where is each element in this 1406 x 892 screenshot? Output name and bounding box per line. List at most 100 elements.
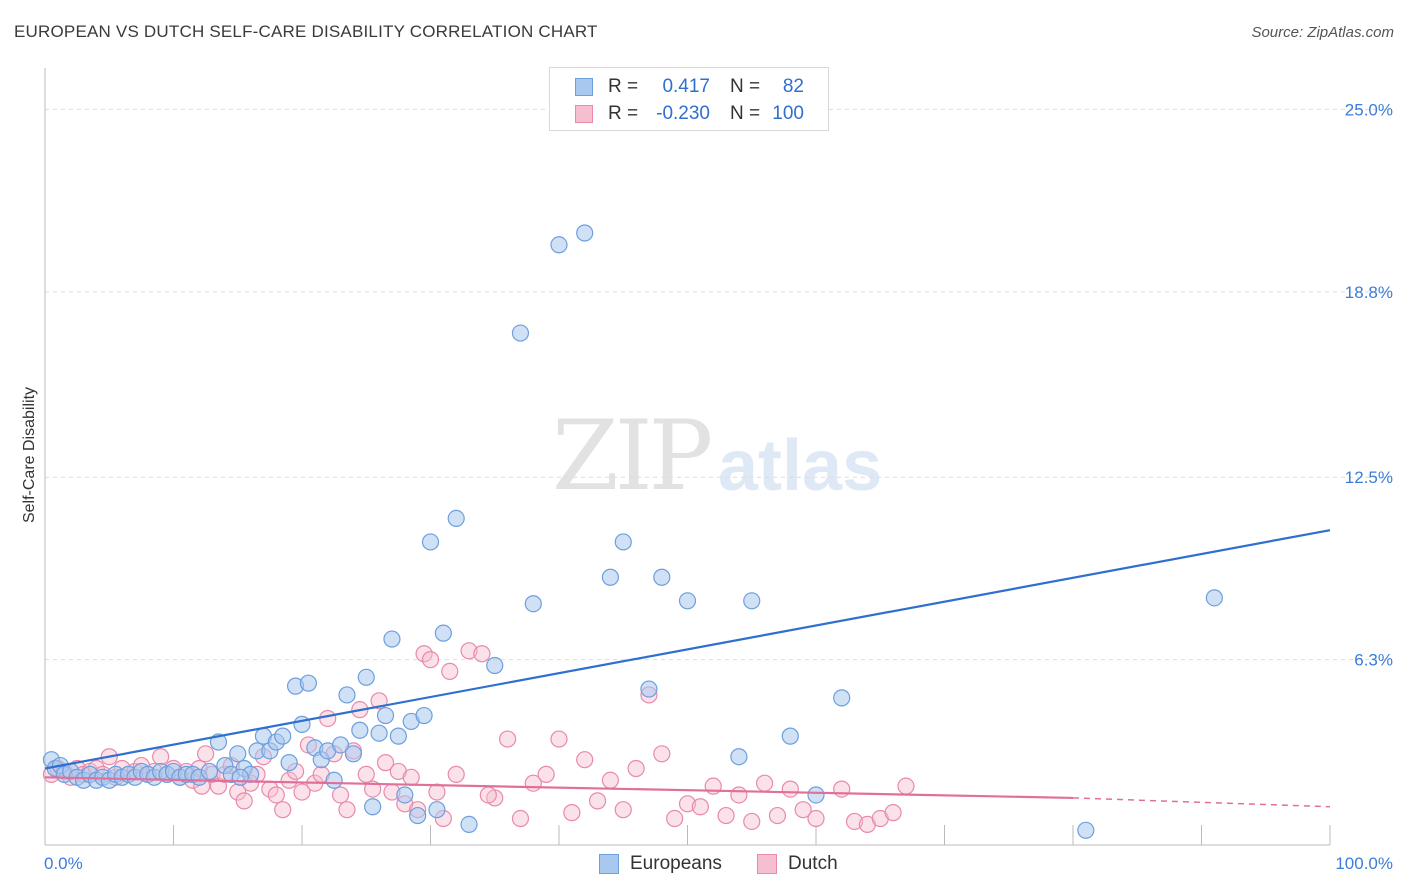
dutch-point (447, 765, 465, 783)
europeans-point (421, 533, 440, 551)
dutch-point (833, 780, 851, 798)
europeans-point (640, 680, 658, 698)
europeans-point (274, 727, 292, 745)
dutch-point (441, 662, 459, 681)
dutch-point (376, 754, 395, 772)
europeans-legend-swatch (599, 854, 619, 874)
dutch-point (614, 801, 632, 819)
r-value: -0.230 (656, 103, 710, 124)
n-value: 82 (782, 76, 804, 97)
watermark-zip: ZIP (552, 400, 713, 512)
dutch-point (402, 768, 420, 786)
europeans-point (550, 236, 568, 254)
europeans-point (428, 801, 446, 819)
r-label: R = (608, 103, 639, 124)
dutch-point (794, 801, 812, 819)
dutch-trend-extension (1072, 797, 1331, 808)
europeans-point (376, 706, 395, 725)
europeans-point (511, 324, 530, 342)
europeans-trend-line (44, 529, 1331, 770)
dutch-point (479, 786, 497, 804)
europeans-point (370, 724, 388, 742)
europeans-point (357, 668, 375, 686)
tick-labels: 6.3% 12.5% 18.8% 25.0% 0.0% 100.0% (44, 100, 1393, 873)
y-tick-label: 12.5% (1345, 468, 1393, 487)
europeans-point (351, 721, 369, 739)
dutch-swatch (575, 105, 593, 123)
dutch-point (499, 730, 517, 748)
dutch-point (730, 786, 748, 804)
r-label: R = (608, 76, 639, 97)
dutch-point (768, 806, 787, 825)
europeans-point (344, 745, 362, 763)
dutch-point (781, 780, 799, 798)
y-tick-label: 25.0% (1345, 100, 1393, 119)
dutch-point (884, 804, 902, 822)
europeans-point (1205, 589, 1223, 607)
dutch-legend-label: Dutch (788, 853, 838, 874)
dutch-point (428, 783, 446, 801)
watermark-atlas: atlas (718, 426, 883, 506)
dutch-point (267, 786, 285, 804)
dutch-point (319, 709, 337, 728)
europeans-point (486, 656, 504, 675)
dutch-point (197, 745, 215, 763)
dutch-point (601, 771, 620, 789)
europeans-point (338, 686, 356, 704)
grid-lines (45, 108, 1390, 661)
dutch-point (511, 809, 530, 828)
europeans-point (383, 630, 401, 648)
europeans-point (576, 224, 594, 242)
europeans-point (460, 815, 478, 834)
n-value: 100 (772, 103, 804, 124)
europeans-point (389, 727, 407, 745)
dutch-point (421, 651, 440, 669)
dutch-point (235, 792, 253, 810)
europeans-point (415, 706, 433, 725)
chart-title: EUROPEAN VS DUTCH SELF-CARE DISABILITY C… (14, 22, 598, 41)
legend-row-europeans: R = 0.417 N = 82 (550, 73, 828, 101)
dutch-trend-line (44, 776, 1074, 800)
legend-row-dutch: R = -0.230 N = 100 (550, 100, 828, 128)
europeans-point (280, 754, 298, 772)
n-label: N = (730, 76, 761, 97)
dutch-point (152, 748, 170, 766)
y-tick-label: 18.8% (1345, 283, 1393, 302)
dutch-point (717, 806, 735, 825)
europeans-point (364, 798, 382, 816)
dutch-point (415, 645, 433, 663)
dutch-point (357, 765, 375, 783)
europeans-point (325, 771, 343, 789)
dutch-point (550, 730, 568, 748)
axes (44, 68, 1331, 846)
dutch-point (293, 783, 311, 801)
y-tick-label: 6.3% (1354, 651, 1393, 670)
europeans-swatch (575, 78, 593, 96)
dutch-point (755, 774, 774, 792)
dutch-point (691, 798, 709, 816)
dutch-point (473, 645, 491, 663)
dutch-point (274, 801, 292, 819)
europeans-point (396, 786, 414, 804)
europeans-point (231, 768, 249, 786)
europeans-legend-label: Europeans (630, 853, 722, 874)
dutch-point (897, 777, 915, 795)
europeans-point (781, 727, 799, 745)
dutch-point (563, 804, 581, 822)
dutch-point (627, 759, 645, 778)
x-tick-label: 0.0% (44, 854, 83, 873)
dutch-point (653, 745, 671, 763)
dutch-point (364, 780, 382, 798)
europeans-point (653, 568, 671, 586)
r-value: 0.417 (662, 76, 710, 97)
europeans-point (1077, 821, 1095, 839)
dutch-point (666, 809, 684, 828)
europeans-point (678, 592, 697, 610)
dutch-point (678, 795, 697, 813)
dutch-point (807, 809, 825, 828)
dutch-point (588, 792, 607, 810)
europeans-point (299, 674, 318, 692)
europeans-point (743, 592, 761, 610)
europeans-point (833, 689, 851, 707)
